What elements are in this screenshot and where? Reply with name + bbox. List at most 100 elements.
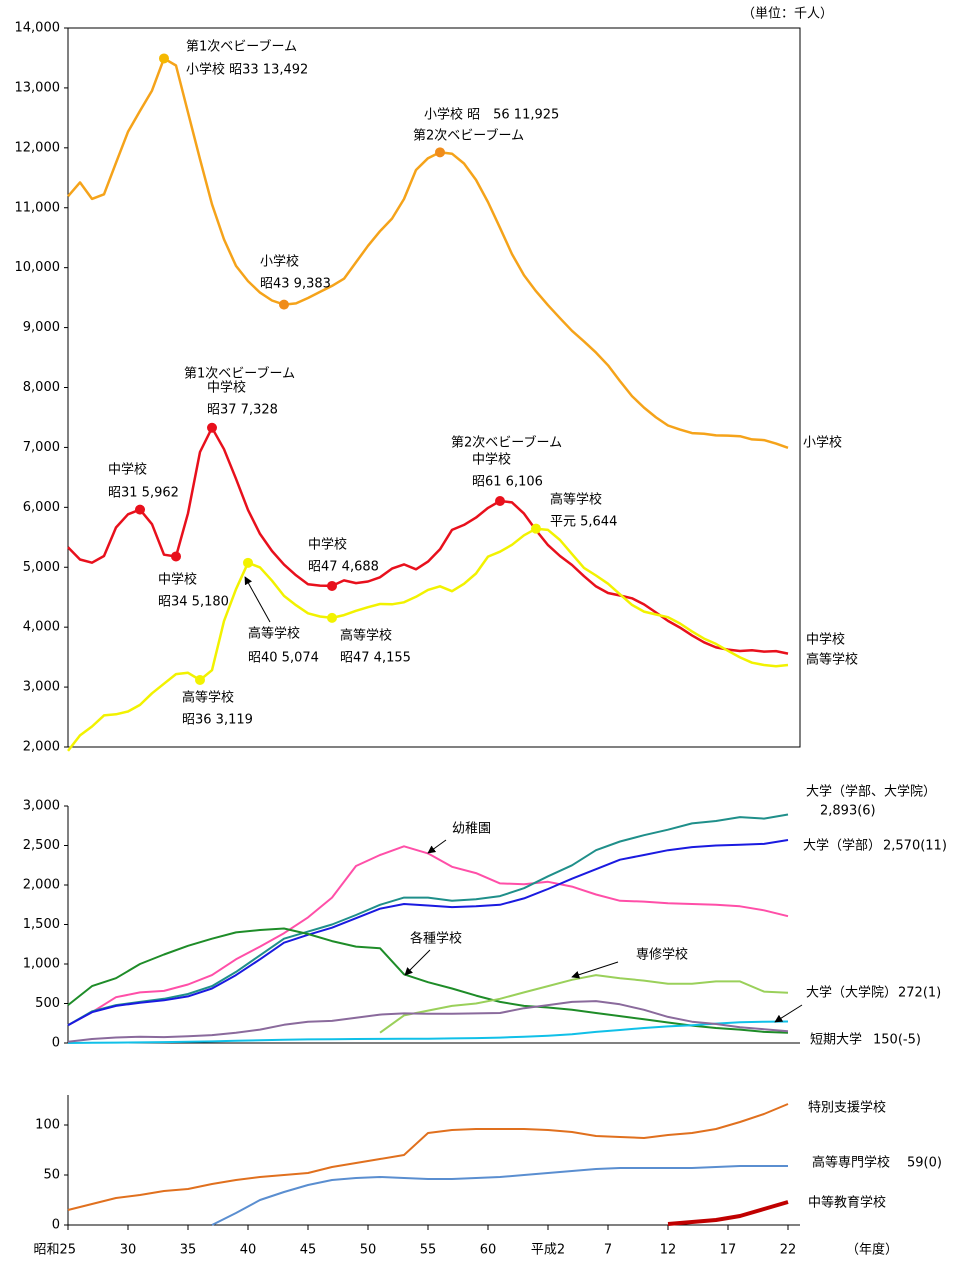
y-tick-label: 2,500 bbox=[23, 838, 60, 853]
annotation-dot bbox=[495, 495, 505, 506]
series-line bbox=[67, 57, 789, 449]
unit-label: （単位：千人） bbox=[742, 6, 833, 22]
annotation-text: 中学校 bbox=[158, 572, 197, 588]
y-tick-label: 7,000 bbox=[23, 440, 60, 455]
annotation-dot bbox=[243, 557, 253, 568]
x-axis-label: （年度） bbox=[846, 1242, 898, 1258]
y-tick-label: 10,000 bbox=[15, 260, 61, 275]
annotation-text: 小学校 昭33 13,492 bbox=[186, 62, 308, 78]
y-tick-label: 0 bbox=[52, 1218, 60, 1233]
annotation-text: 中学校 bbox=[207, 380, 246, 396]
series-line bbox=[379, 974, 789, 1034]
y-tick-label: 3,000 bbox=[23, 799, 60, 814]
annotation-text: 昭43 9,383 bbox=[260, 277, 331, 292]
x-tick-label: 60 bbox=[480, 1243, 497, 1258]
annotation-dot bbox=[159, 53, 169, 64]
annotation-text: 昭47 4,688 bbox=[308, 560, 379, 575]
series-end-label: 2,893(6) bbox=[820, 804, 876, 819]
annotation-dot bbox=[195, 674, 205, 685]
x-tick-label: 22 bbox=[780, 1243, 797, 1258]
series-label: 中等教育学校 bbox=[808, 1195, 886, 1211]
series-line bbox=[67, 527, 789, 752]
x-tick-label: 55 bbox=[420, 1243, 437, 1258]
series-label: 大学（学部） bbox=[803, 838, 881, 854]
x-tick-label: 50 bbox=[360, 1243, 377, 1258]
annotation-text: 高等学校 bbox=[340, 628, 392, 644]
annotation-text: 小学校 bbox=[260, 254, 299, 270]
annotation-text: 中学校 bbox=[108, 462, 147, 478]
y-tick-label: 12,000 bbox=[15, 140, 61, 155]
series-end-label: 59(0) bbox=[907, 1156, 942, 1171]
series-label: 小学校 bbox=[803, 435, 842, 451]
y-tick-label: 4,000 bbox=[23, 620, 60, 635]
y-tick-label: 3,000 bbox=[23, 680, 60, 695]
y-tick-label: 100 bbox=[35, 1118, 60, 1133]
y-tick-label: 6,000 bbox=[23, 500, 60, 515]
series-line bbox=[67, 1020, 789, 1044]
annotation-text: 中学校 bbox=[308, 537, 347, 553]
x-tick-label: 12 bbox=[660, 1243, 677, 1258]
series-line bbox=[211, 1165, 788, 1226]
series-end-label: 150(-5) bbox=[873, 1033, 921, 1048]
series-label: 特別支援学校 bbox=[808, 1100, 886, 1116]
y-tick-label: 13,000 bbox=[15, 80, 61, 95]
series-label: 大学（大学院） bbox=[806, 985, 897, 1001]
annotation-dot bbox=[279, 299, 289, 310]
annotation-text: 第1次ベビーブーム bbox=[184, 366, 295, 382]
series-line bbox=[67, 927, 789, 1034]
y-tick-label: 0 bbox=[52, 1036, 60, 1051]
series-end-label: 272(1) bbox=[898, 986, 941, 1001]
x-tick-label: 45 bbox=[300, 1243, 317, 1258]
annotation-dot bbox=[327, 580, 337, 591]
series-label: 幼稚園 bbox=[452, 822, 491, 837]
annotation-text: 昭31 5,962 bbox=[108, 486, 179, 501]
annotation-text: 第2次ベビーブーム bbox=[451, 435, 562, 451]
x-tick-label: 7 bbox=[604, 1243, 612, 1258]
series-label: 短期大学 bbox=[810, 1032, 862, 1048]
y-tick-label: 5,000 bbox=[23, 560, 60, 575]
annotation-text: 高等学校 bbox=[182, 690, 234, 706]
y-tick-label: 2,000 bbox=[23, 740, 60, 755]
y-tick-label: 1,500 bbox=[23, 917, 60, 932]
series-line bbox=[67, 1103, 789, 1211]
annotation-text: 中学校 bbox=[472, 452, 511, 468]
label-arrow bbox=[427, 839, 447, 854]
annotation-text: 昭36 3,119 bbox=[182, 713, 253, 728]
series-label: 各種学校 bbox=[410, 931, 462, 947]
y-tick-label: 500 bbox=[35, 996, 60, 1011]
annotation-text: 昭37 7,328 bbox=[207, 403, 278, 418]
series-label: 高等学校 bbox=[806, 652, 858, 668]
annotation-dot bbox=[327, 612, 337, 623]
y-tick-label: 9,000 bbox=[23, 320, 60, 335]
y-tick-label: 1,000 bbox=[23, 957, 60, 972]
series-label: 中学校 bbox=[806, 632, 845, 648]
annotation-text: 昭34 5,180 bbox=[158, 595, 229, 610]
annotation-dot bbox=[435, 147, 445, 158]
annotation-text: 小学校 昭 56 11,925 bbox=[424, 107, 559, 123]
annotation-text: 昭61 6,106 bbox=[472, 475, 543, 490]
x-tick-label: 昭和25 bbox=[33, 1243, 76, 1258]
annotation-text: 昭40 5,074 bbox=[248, 651, 319, 666]
annotation-dot bbox=[207, 422, 217, 433]
x-tick-label: 40 bbox=[240, 1243, 257, 1258]
y-tick-label: 2,000 bbox=[23, 878, 60, 893]
y-tick-label: 8,000 bbox=[23, 380, 60, 395]
y-tick-label: 50 bbox=[43, 1168, 60, 1183]
label-arrow bbox=[404, 949, 431, 976]
series-label: 大学（学部、大学院） bbox=[806, 784, 936, 800]
annotation-text: 高等学校 bbox=[550, 492, 602, 508]
y-tick-label: 14,000 bbox=[15, 21, 61, 36]
series-label: 専修学校 bbox=[636, 947, 688, 963]
x-tick-label: 平成2 bbox=[531, 1243, 565, 1258]
annotation-text: 第2次ベビーブーム bbox=[413, 128, 524, 144]
annotation-arrow bbox=[244, 576, 271, 623]
series-line bbox=[67, 839, 789, 1027]
label-arrow bbox=[774, 1004, 803, 1023]
annotation-text: 平元 5,644 bbox=[550, 515, 617, 530]
annotation-text: 昭47 4,155 bbox=[340, 651, 411, 666]
series-line bbox=[67, 1000, 789, 1043]
series-end-label: 2,570(11) bbox=[883, 839, 947, 854]
annotation-dot bbox=[171, 551, 181, 562]
